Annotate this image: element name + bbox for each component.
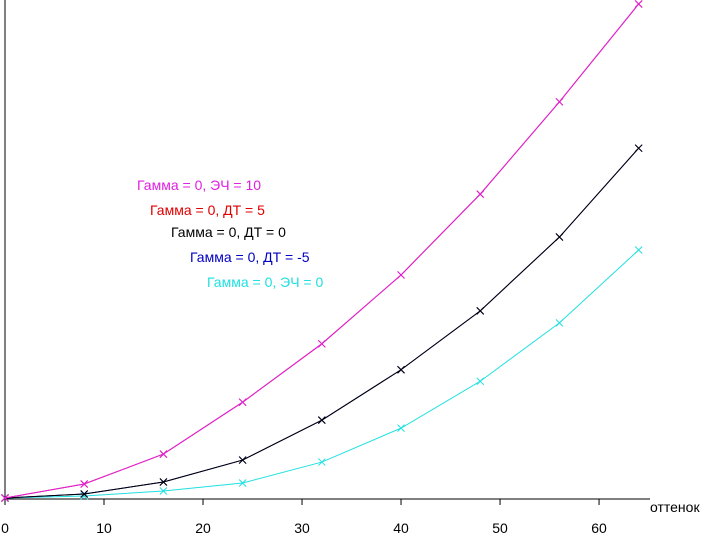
point-marker [476,377,485,386]
point-marker [476,190,485,198]
x-tick-label: 60 [591,520,607,534]
series-line [4,3,640,499]
point-marker [80,480,89,488]
series-line [4,3,640,499]
point-marker [238,398,247,407]
point-marker [159,478,168,486]
point-marker [80,490,89,498]
legend-label: Гамма = 0, ДТ = 0 [171,224,286,240]
point-marker [159,487,168,495]
x-tick-label: 30 [294,520,310,534]
point-marker [317,416,326,425]
x-tick-label: 40 [393,520,409,534]
legend-label: Гамма = 0, ЭЧ = 10 [137,177,261,193]
point-marker [634,246,643,254]
x-tick-label: 50 [492,520,508,534]
legend-label: Гамма = 0, ДТ = 5 [150,202,265,218]
series-line [4,147,640,499]
point-marker [397,424,405,432]
x-tick-label: 20 [195,520,211,534]
point-marker [397,271,405,279]
point-marker [317,458,326,466]
point-marker [634,144,643,153]
point-marker [238,456,247,464]
point-marker [555,233,564,241]
x-tick-label: 10 [96,520,112,534]
point-marker [397,365,405,374]
point-marker [317,339,326,348]
x-axis-label: оттенок [650,499,700,515]
point-marker [159,450,168,458]
point-marker [634,0,643,8]
point-marker [555,97,564,106]
legend-label: Гамма = 0, ЭЧ = 0 [207,274,323,290]
point-marker [555,318,564,327]
legend-label: Гамма = 0, ДТ = -5 [190,249,310,265]
series-line [4,147,640,499]
x-tick-label: 0 [1,520,9,534]
point-marker [238,479,247,487]
point-marker [1,494,9,502]
point-marker [476,307,485,315]
